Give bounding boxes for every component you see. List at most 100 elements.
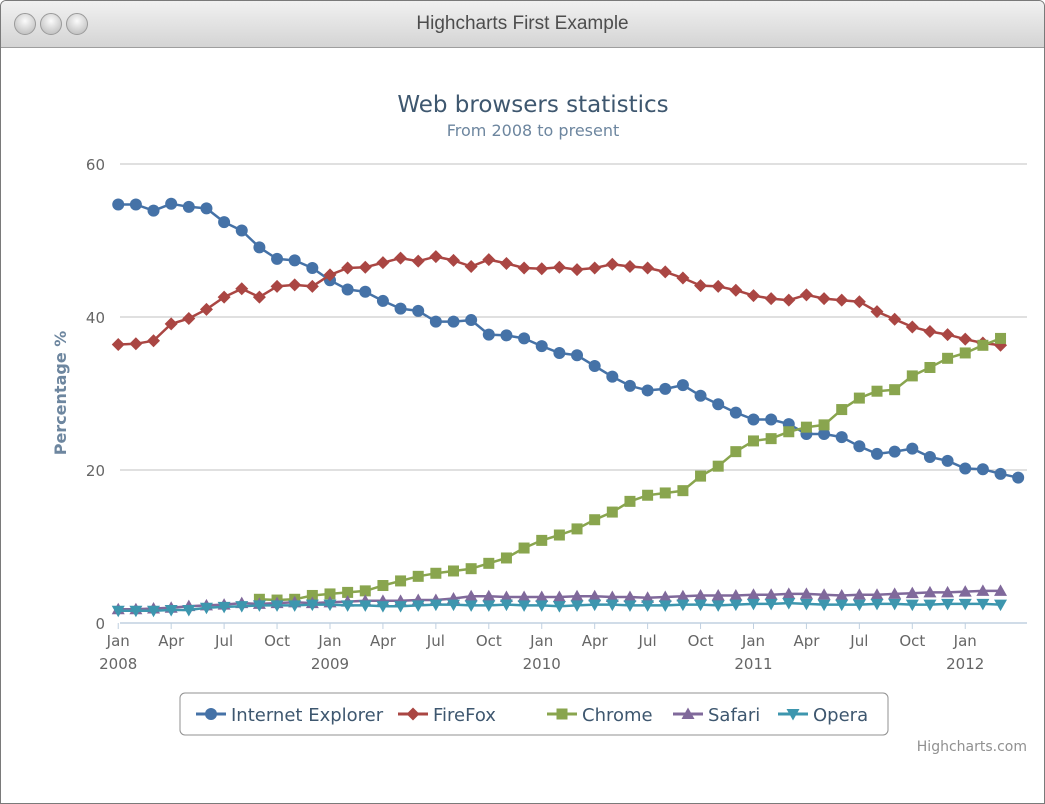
data-point[interactable] — [870, 305, 884, 319]
data-point[interactable] — [818, 428, 831, 441]
data-point[interactable] — [905, 599, 919, 612]
data-point[interactable] — [623, 590, 637, 602]
data-point[interactable] — [906, 442, 919, 455]
legend-symbol[interactable] — [205, 708, 217, 720]
data-point[interactable] — [941, 598, 955, 611]
data-point[interactable] — [517, 600, 531, 612]
data-point[interactable] — [676, 589, 690, 602]
data-point[interactable] — [641, 591, 655, 603]
data-point[interactable] — [499, 590, 513, 602]
data-point[interactable] — [552, 590, 566, 602]
data-point[interactable] — [729, 406, 742, 419]
data-point[interactable] — [695, 470, 707, 482]
data-point[interactable] — [111, 605, 125, 618]
data-point[interactable] — [552, 260, 566, 274]
data-point[interactable] — [200, 202, 213, 215]
data-point[interactable] — [218, 216, 231, 229]
data-point[interactable] — [464, 589, 478, 602]
data-point[interactable] — [129, 605, 143, 618]
data-point[interactable] — [1012, 471, 1025, 484]
data-point[interactable] — [270, 279, 284, 293]
data-point[interactable] — [147, 334, 161, 348]
data-point[interactable] — [553, 346, 566, 359]
data-point[interactable] — [605, 257, 619, 271]
data-point[interactable] — [959, 347, 971, 359]
data-point[interactable] — [500, 329, 513, 342]
data-point[interactable] — [482, 328, 495, 341]
data-point[interactable] — [358, 600, 372, 612]
data-point[interactable] — [712, 460, 724, 472]
data-point[interactable] — [571, 349, 584, 362]
minimize-window-button[interactable] — [40, 13, 62, 35]
data-point[interactable] — [535, 340, 548, 353]
data-point[interactable] — [817, 599, 831, 612]
data-point[interactable] — [817, 292, 831, 306]
data-point[interactable] — [835, 599, 849, 612]
data-point[interactable] — [730, 446, 742, 458]
legend-item-opera[interactable]: Opera — [778, 705, 868, 726]
data-point[interactable] — [306, 589, 318, 601]
data-point[interactable] — [605, 599, 619, 612]
data-point[interactable] — [958, 585, 972, 597]
data-point[interactable] — [888, 587, 902, 599]
data-point[interactable] — [535, 262, 549, 276]
data-point[interactable] — [359, 285, 372, 298]
data-point[interactable] — [182, 200, 195, 213]
data-point[interactable] — [888, 598, 902, 611]
data-point[interactable] — [746, 598, 760, 611]
data-point[interactable] — [182, 312, 196, 326]
data-point[interactable] — [659, 382, 672, 395]
data-point[interactable] — [746, 588, 760, 600]
data-point[interactable] — [429, 315, 442, 328]
data-point[interactable] — [711, 600, 725, 612]
data-point[interactable] — [147, 204, 160, 217]
data-point[interactable] — [482, 600, 496, 612]
data-point[interactable] — [659, 487, 671, 499]
data-point[interactable] — [764, 292, 778, 306]
data-point[interactable] — [465, 314, 478, 327]
data-point[interactable] — [306, 262, 319, 275]
data-point[interactable] — [464, 600, 478, 612]
data-point[interactable] — [624, 495, 636, 507]
data-point[interactable] — [818, 419, 830, 431]
data-point[interactable] — [182, 604, 196, 617]
data-point[interactable] — [923, 585, 937, 598]
data-point[interactable] — [429, 250, 443, 264]
data-point[interactable] — [570, 263, 584, 277]
data-point[interactable] — [642, 489, 654, 501]
data-point[interactable] — [976, 584, 990, 596]
data-point[interactable] — [342, 586, 354, 598]
data-point[interactable] — [412, 570, 424, 582]
data-point[interactable] — [394, 601, 408, 613]
data-point[interactable] — [552, 601, 566, 613]
data-point[interactable] — [836, 404, 848, 416]
data-point[interactable] — [605, 590, 619, 602]
data-point[interactable] — [853, 392, 865, 404]
legend-item-safari[interactable]: Safari — [673, 705, 760, 726]
data-point[interactable] — [411, 600, 425, 612]
data-point[interactable] — [782, 293, 796, 307]
data-point[interactable] — [517, 590, 531, 602]
data-point[interactable] — [871, 447, 884, 460]
zoom-window-button[interactable] — [66, 13, 88, 35]
data-point[interactable] — [977, 339, 989, 351]
data-point[interactable] — [465, 563, 477, 575]
data-point[interactable] — [712, 398, 725, 411]
data-point[interactable] — [535, 590, 549, 602]
legend-symbol[interactable] — [556, 708, 568, 720]
data-point[interactable] — [888, 445, 901, 458]
data-point[interactable] — [377, 580, 389, 592]
data-point[interactable] — [888, 312, 902, 326]
data-point[interactable] — [288, 254, 301, 267]
data-point[interactable] — [923, 450, 936, 463]
data-point[interactable] — [448, 565, 460, 577]
data-point[interactable] — [765, 413, 778, 426]
data-point[interactable] — [870, 588, 884, 600]
data-point[interactable] — [942, 352, 954, 364]
data-point[interactable] — [359, 585, 371, 597]
data-point[interactable] — [129, 198, 142, 211]
data-point[interactable] — [959, 462, 972, 475]
data-point[interactable] — [164, 317, 178, 331]
data-point[interactable] — [518, 542, 530, 554]
data-point[interactable] — [305, 279, 319, 293]
